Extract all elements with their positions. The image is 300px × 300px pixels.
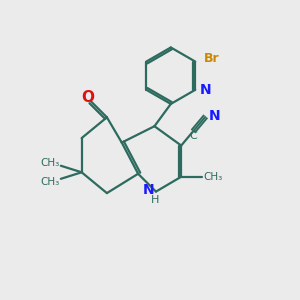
Text: N: N (143, 183, 154, 197)
Text: N: N (209, 109, 220, 123)
Text: CH₃: CH₃ (40, 177, 59, 187)
Text: H: H (151, 195, 160, 205)
Text: N: N (200, 83, 211, 97)
Text: Br: Br (204, 52, 220, 65)
Text: CH₃: CH₃ (203, 172, 223, 182)
Text: O: O (81, 91, 94, 106)
Text: CH₃: CH₃ (40, 158, 59, 168)
Text: C: C (190, 131, 197, 141)
